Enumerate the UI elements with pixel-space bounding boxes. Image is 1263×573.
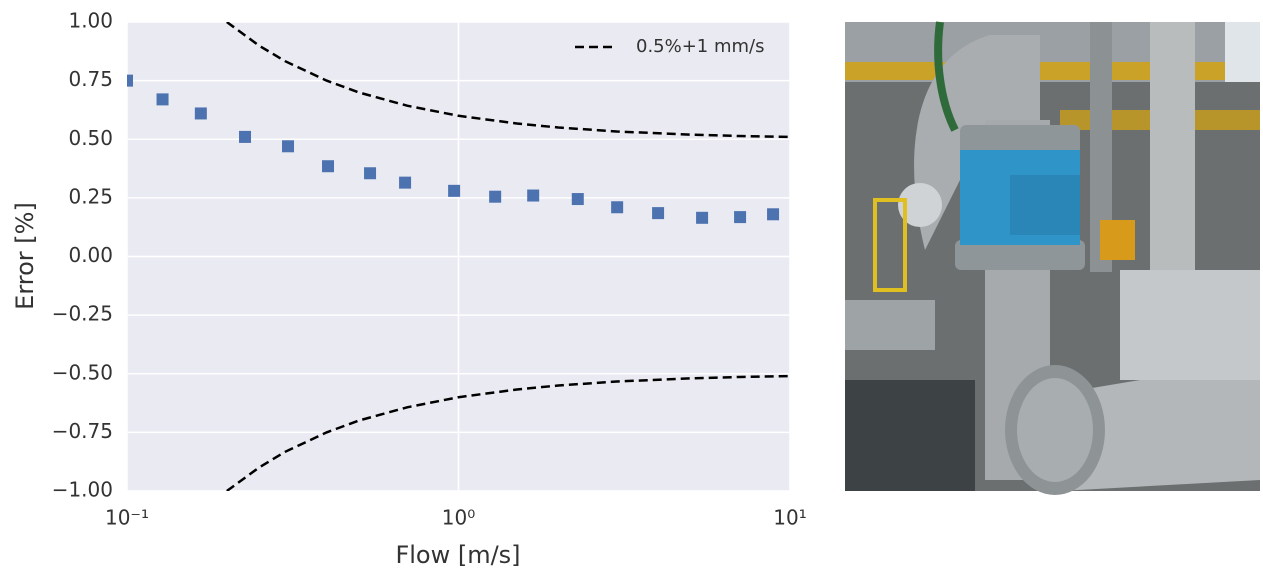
- y-tick-label: −0.50: [52, 360, 113, 384]
- y-tick-label: −0.25: [52, 302, 113, 326]
- x-tick-label: 10⁻¹: [105, 506, 149, 530]
- data-point: [571, 193, 584, 206]
- y-tick-label: 0.75: [68, 67, 113, 91]
- data-point: [696, 211, 709, 224]
- data-point: [489, 190, 502, 203]
- data-point: [282, 140, 295, 153]
- data-point: [652, 207, 665, 220]
- data-point: [448, 184, 461, 197]
- y-tick-label: 0.25: [68, 184, 113, 208]
- data-point: [239, 130, 252, 143]
- x-tick-label: 10⁰: [442, 506, 475, 530]
- y-axis-label: Error [%]: [11, 202, 39, 310]
- y-tick-label: 0.00: [68, 243, 113, 267]
- legend-label: 0.5%+1 mm/s: [636, 36, 765, 57]
- x-tick-label: 10¹: [773, 506, 806, 530]
- data-point: [527, 189, 540, 202]
- legend: 0.5%+1 mm/s: [575, 36, 765, 57]
- data-point: [194, 107, 207, 120]
- data-point: [611, 201, 624, 214]
- y-tick-label: −1.00: [52, 478, 113, 502]
- data-point: [399, 176, 412, 189]
- y-tick-label: −0.75: [52, 419, 113, 443]
- marks: [127, 22, 790, 491]
- data-point: [364, 167, 377, 180]
- data-point: [322, 160, 335, 173]
- data-point: [767, 208, 780, 221]
- photo: [845, 21, 1260, 495]
- y-tick-label: 1.00: [68, 9, 113, 33]
- tolerance-line: [226, 374, 790, 491]
- data-point: [127, 74, 133, 87]
- y-tick-label: 0.50: [68, 126, 113, 150]
- data-point: [156, 93, 169, 106]
- data-point: [734, 211, 747, 224]
- grid: [126, 21, 791, 492]
- tolerance-line: [226, 22, 790, 139]
- x-axis-label: Flow [m/s]: [395, 541, 520, 569]
